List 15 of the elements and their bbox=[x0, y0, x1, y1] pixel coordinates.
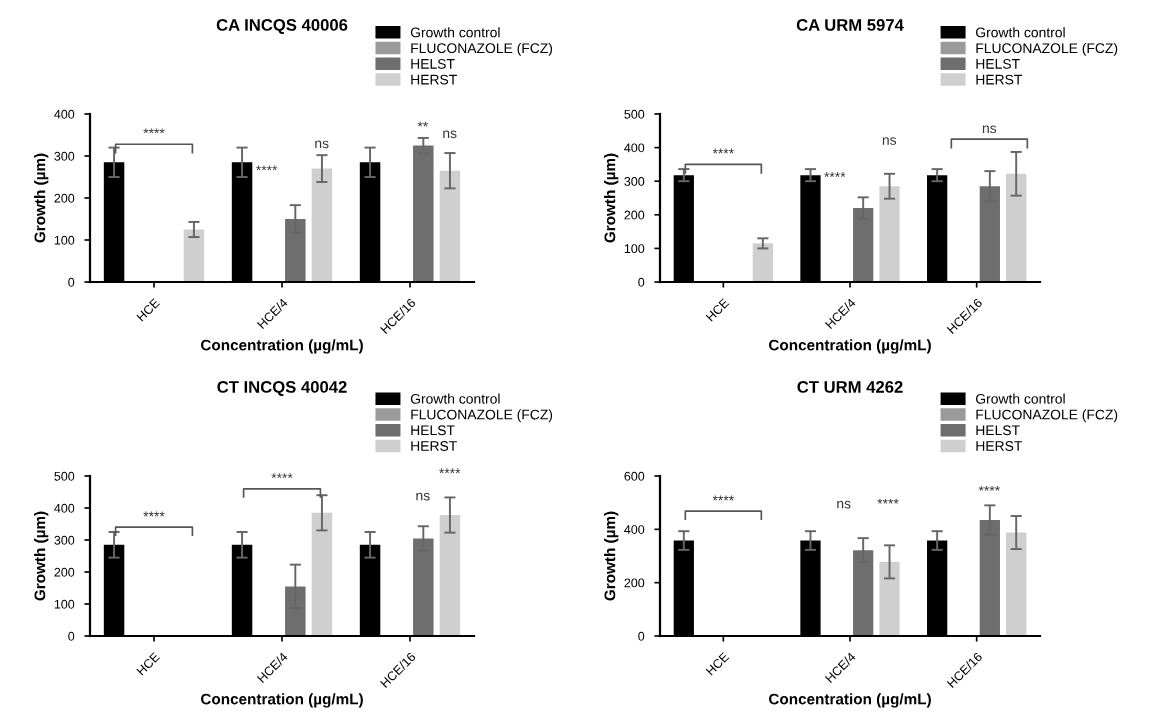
bar bbox=[879, 186, 900, 282]
bar bbox=[1006, 532, 1027, 636]
bar bbox=[311, 512, 333, 636]
chart-title: CT INCQS 40042 bbox=[217, 381, 347, 396]
bar bbox=[752, 243, 773, 282]
bar bbox=[1006, 173, 1027, 282]
chart-title: CA URM 5974 bbox=[796, 19, 904, 31]
bar bbox=[439, 515, 461, 636]
bar bbox=[439, 170, 461, 282]
bar bbox=[413, 145, 434, 282]
chart-title: CT URM 4262 bbox=[797, 381, 903, 393]
bar bbox=[311, 168, 333, 282]
bar bbox=[183, 229, 205, 282]
bar bbox=[879, 561, 900, 636]
chart-title: CA INCQS 40006 bbox=[216, 19, 348, 34]
